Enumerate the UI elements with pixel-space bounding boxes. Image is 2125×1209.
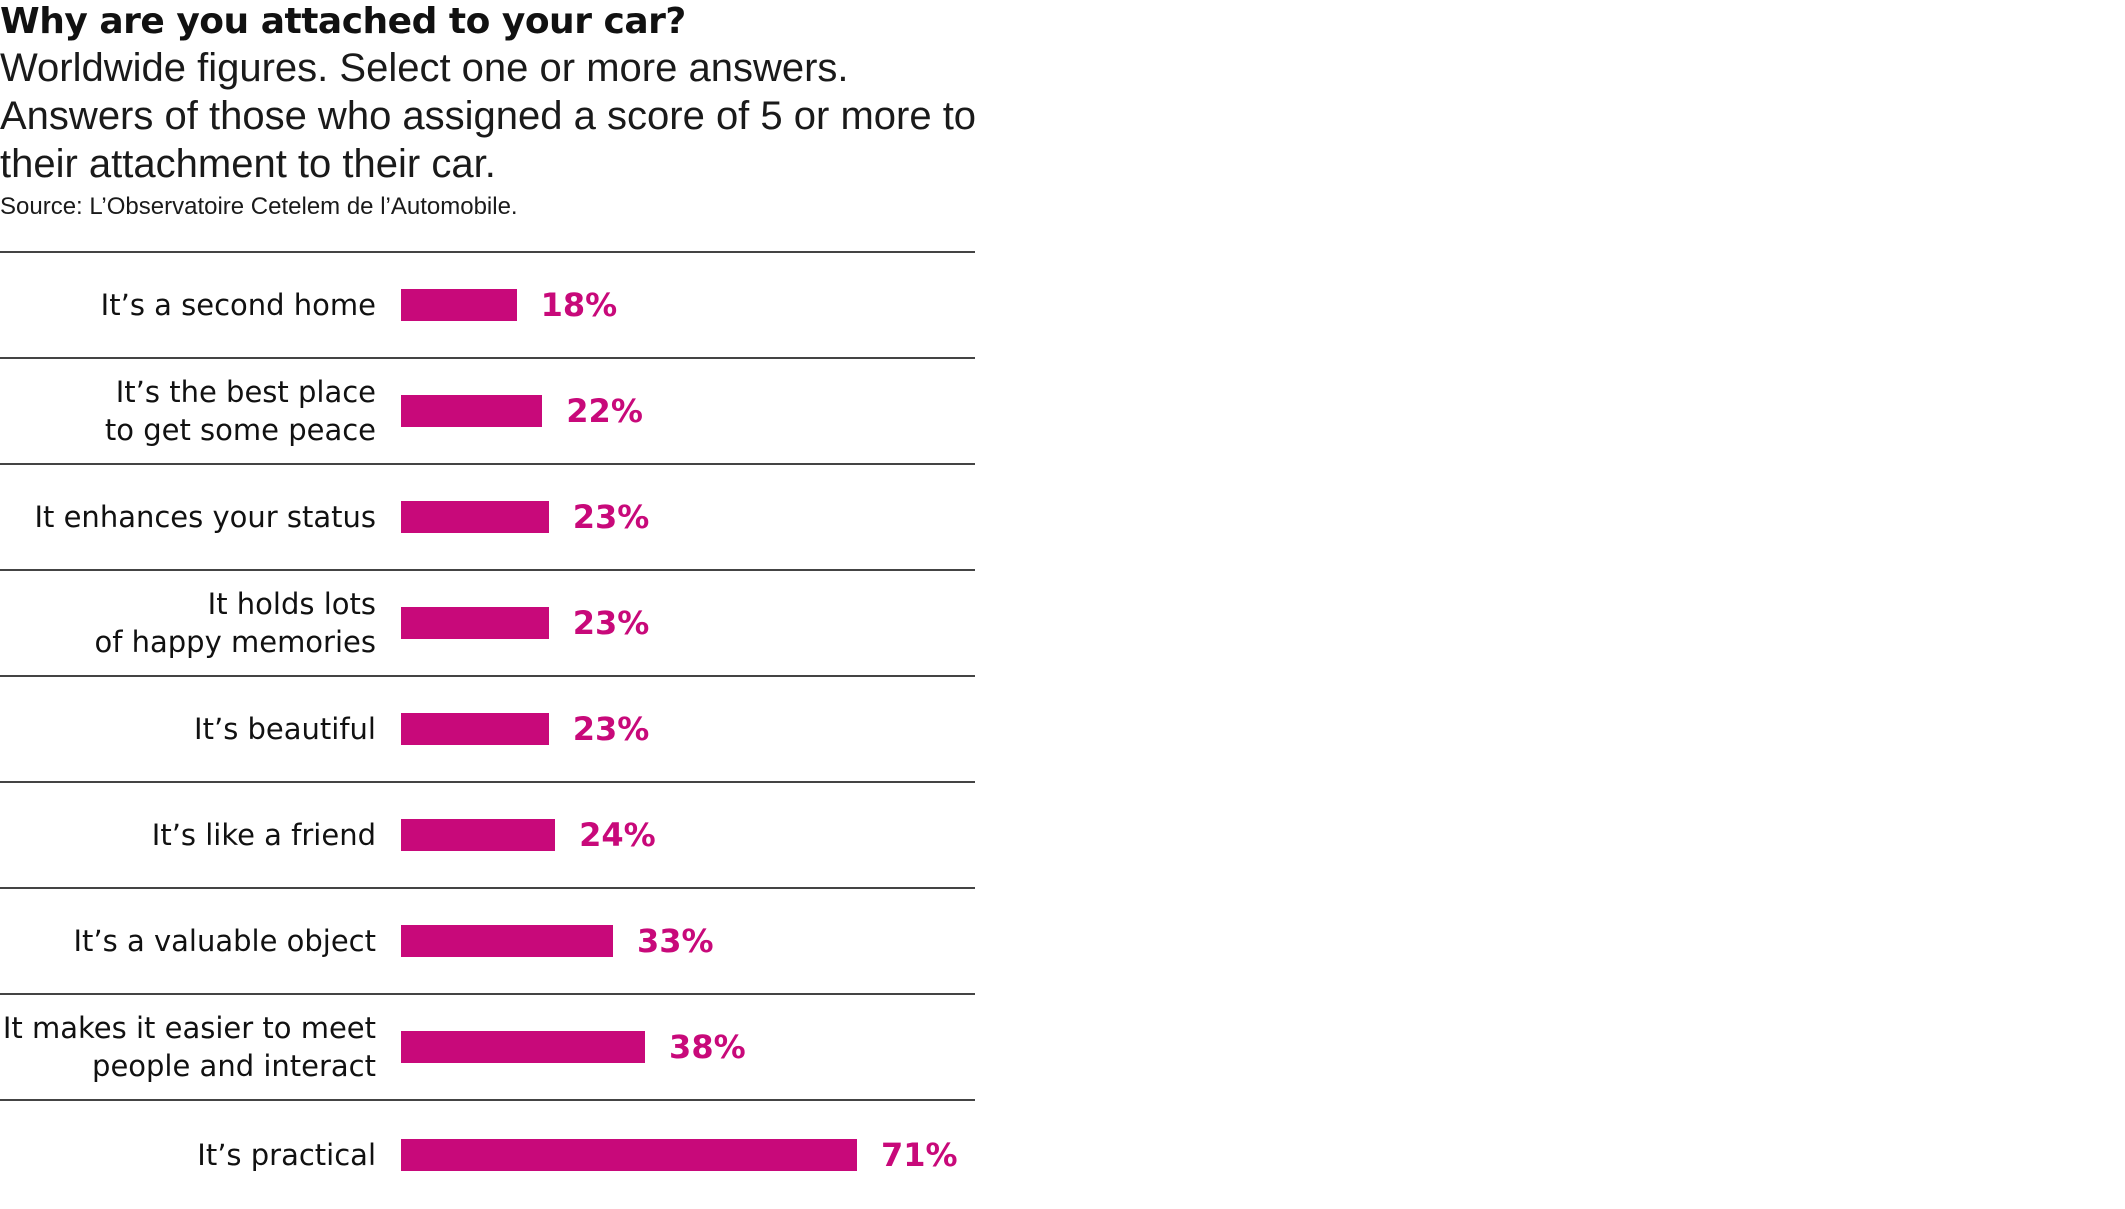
category-label-line: to get some peace [104, 413, 376, 447]
chart-row: It’s like a friend 24% [0, 781, 975, 887]
bar [401, 289, 517, 321]
bar [401, 925, 613, 957]
chart-row: It holds lots of happy memories 23% [0, 569, 975, 675]
category-label: It’s beautiful [194, 677, 376, 781]
category-label: It’s a valuable object [74, 889, 377, 993]
chart-row: It’s practical 71% [0, 1099, 975, 1209]
category-label-line: It’s the best place [115, 375, 376, 409]
chart-row: It’s a valuable object 33% [0, 887, 975, 993]
value-label: 23% [572, 498, 650, 536]
value-label: 24% [579, 816, 656, 854]
chart-source: Source: L’Observatoire Cetelem de l’Auto… [0, 193, 518, 220]
bar-chart: It’s a second home 18% It’s the best place… [0, 251, 975, 1209]
value-label: 23% [572, 604, 650, 642]
value-label: 33% [636, 922, 714, 960]
bar [401, 1031, 646, 1063]
category-label-line: It makes it easier to meet [2, 1011, 376, 1045]
category-label-line: people and interact [92, 1049, 376, 1083]
chart-subtitle: Worldwide figures. Select one or more an… [0, 44, 1000, 188]
chart-row: It makes it easier to meet people and int… [0, 993, 975, 1099]
bar [401, 395, 543, 427]
chart-row: It’s the best place to get some peace 22% [0, 357, 975, 463]
category-label-line: It holds lots [207, 587, 376, 621]
category-label: It holds lots of happy memories [94, 571, 376, 675]
chart-header: Why are you attached to your car? Worldw… [0, 0, 1000, 222]
bar [401, 819, 556, 851]
bar [401, 713, 549, 745]
bar [401, 607, 549, 639]
category-label-line: It’s practical [197, 1138, 376, 1172]
category-label-line: It’s beautiful [194, 712, 376, 746]
category-label-line: It’s a valuable object [73, 924, 377, 958]
value-label: 22% [566, 392, 643, 430]
subtitle-line: Answers of those who assigned a score of… [0, 94, 977, 138]
subtitle-line: their attachment to their car. [0, 142, 496, 186]
category-label-line: of happy memories [94, 625, 376, 659]
category-label-line: It enhances your status [34, 500, 376, 534]
category-label: It’s a second home [101, 253, 376, 357]
chart-row: It’s a second home 18% [0, 251, 975, 357]
category-label: It’s like a friend [152, 783, 376, 887]
category-label: It’s the best place to get some peace [105, 359, 376, 463]
chart-row: It enhances your status 23% [0, 463, 975, 569]
category-label: It’s practical [197, 1101, 376, 1209]
category-label-line: It’s a second home [100, 288, 376, 322]
category-label: It enhances your status [34, 465, 376, 569]
value-label: 23% [572, 710, 650, 748]
bar [401, 501, 549, 533]
value-label: 38% [669, 1028, 746, 1066]
category-label-line: It’s like a friend [151, 818, 376, 852]
chart-row: It’s beautiful 23% [0, 675, 975, 781]
category-label: It makes it easier to meet people and int… [3, 995, 376, 1099]
subtitle-line: Worldwide figures. Select one or more an… [0, 46, 849, 90]
value-label: 71% [881, 1136, 958, 1174]
bar [401, 1139, 857, 1171]
value-label: 18% [540, 286, 618, 324]
chart-title: Why are you attached to your car? [0, 1, 686, 42]
